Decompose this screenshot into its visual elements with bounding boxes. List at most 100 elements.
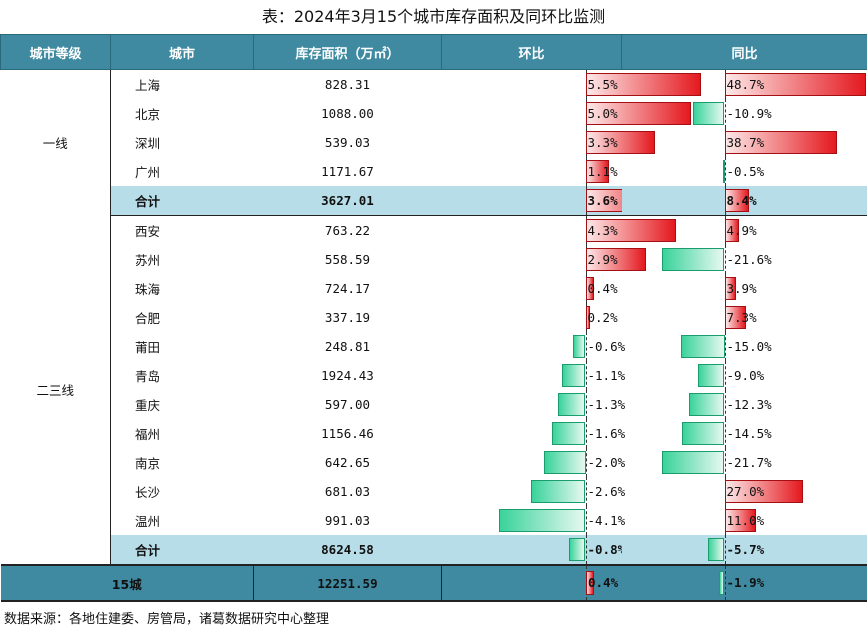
city-name: 长沙: [135, 485, 161, 500]
yoy-cell: -21.7%: [622, 448, 867, 477]
inventory-value: 991.03: [324, 513, 371, 528]
yoy-bar: [724, 131, 837, 154]
inventory-value: 828.31: [324, 77, 371, 92]
yoy-cell: -5.7%: [621, 535, 867, 566]
yoy-bar: [707, 538, 725, 561]
table-row: 深圳 539.03 3.3% 38.7%: [1, 128, 867, 157]
city-name: 温州: [135, 514, 161, 529]
yoy-bar: [681, 335, 725, 358]
yoy-bar: [722, 160, 725, 183]
table-row: 莆田 248.81 -0.6% -15.0%: [1, 332, 867, 361]
yoy-value: -15.0%: [726, 339, 772, 354]
yoy-value: -10.9%: [726, 106, 772, 121]
mom-value: 1.1%: [587, 164, 618, 179]
city-name: 合计: [110, 186, 254, 216]
mom-value: 5.5%: [587, 77, 618, 92]
table-row: 长沙 681.03 -2.6% 27.0%: [1, 477, 867, 506]
mom-value: -0.6%: [587, 339, 626, 354]
yoy-value: 11.0%: [726, 513, 765, 528]
yoy-axis: [724, 419, 726, 448]
header-inventory: 库存面积（万㎡）: [253, 34, 442, 70]
city-name: 重庆: [135, 398, 161, 413]
mom-cell: -4.1%: [442, 506, 625, 535]
mom-bar: [568, 538, 586, 561]
yoy-cell: 38.7%: [622, 128, 867, 157]
mom-cell: -0.6%: [442, 332, 625, 361]
table-row: 一线 上海 828.31 5.5% 48.7%: [0, 69, 867, 216]
mom-cell: -2.6%: [442, 477, 625, 506]
header-tier: 城市等级: [0, 34, 111, 70]
yoy-cell: -21.6%: [622, 245, 867, 274]
yoy-value: -9.0%: [726, 368, 765, 383]
mom-value: -4.1%: [587, 513, 626, 528]
yoy-bar: [724, 306, 746, 329]
total-inventory: 12251.59: [253, 564, 442, 602]
mom-axis: [585, 361, 587, 390]
yoy-value: -14.5%: [726, 426, 772, 441]
mom-bar: [585, 73, 701, 96]
inventory-value: 1171.67: [321, 164, 374, 179]
inventory-value: 558.59: [324, 252, 371, 267]
mom-bar: [585, 277, 594, 300]
yoy-axis: [724, 448, 726, 477]
yoy-axis: [724, 157, 726, 186]
yoy-axis: [724, 390, 726, 419]
mom-bar: [562, 364, 586, 387]
mom-value: 4.3%: [587, 223, 618, 238]
mom-bar: [585, 248, 647, 271]
yoy-value: 7.3%: [726, 310, 757, 325]
mom-cell: 2.9%: [442, 245, 647, 274]
yoy-axis: [724, 566, 726, 600]
yoy-cell: 11.0%: [622, 506, 867, 535]
inventory-value: 597.00: [324, 397, 371, 412]
city-name: 莆田: [135, 340, 161, 355]
yoy-value: 27.0%: [726, 484, 765, 499]
mom-cell: 3.6%: [441, 186, 662, 216]
inventory-value: 642.65: [324, 455, 371, 470]
yoy-axis: [724, 332, 726, 361]
yoy-value: -12.3%: [726, 397, 772, 412]
yoy-cell: -12.3%: [622, 390, 867, 419]
yoy-cell: 27.0%: [622, 477, 867, 506]
mom-value: -1.3%: [587, 397, 626, 412]
mom-axis: [585, 419, 587, 448]
yoy-cell: 7.3%: [622, 303, 867, 332]
yoy-value: -21.7%: [726, 455, 772, 470]
yoy-axis: [724, 245, 726, 274]
header-yoy: 同比: [621, 34, 867, 70]
mom-axis: [585, 506, 587, 535]
mom-cell: 0.2%: [442, 303, 622, 332]
mom-bar: [585, 306, 590, 329]
inventory-value: 248.81: [324, 339, 371, 354]
table-row: 北京 1088.00 5.0% -10.9%: [1, 99, 867, 128]
yoy-value: -1.9%: [726, 575, 765, 590]
inventory-value: 681.03: [324, 484, 371, 499]
inventory-value: 724.17: [324, 281, 371, 296]
yoy-cell: -10.9%: [622, 99, 867, 128]
yoy-axis: [724, 361, 726, 390]
inventory-value: 1088.00: [321, 106, 374, 121]
tier-label: 二三线: [0, 215, 111, 565]
inventory-value: 337.19: [324, 310, 371, 325]
mom-cell: 4.3%: [442, 216, 676, 245]
yoy-value: 48.7%: [726, 77, 765, 92]
yoy-cell: -9.0%: [622, 361, 867, 390]
header-mom: 环比: [441, 34, 622, 70]
mom-bar: [543, 451, 586, 474]
total-row: 15城 12251.59 0.4% -1.9%: [0, 564, 867, 602]
mom-cell: 5.5%: [442, 70, 701, 99]
inventory-value: 8624.58: [253, 535, 442, 566]
yoy-bar: [661, 451, 725, 474]
mom-bar: [499, 509, 586, 532]
mom-cell: 1.1%: [442, 157, 622, 186]
city-name: 上海: [135, 78, 161, 93]
mom-bar: [530, 480, 586, 503]
city-name: 南京: [135, 456, 161, 471]
yoy-bar: [724, 277, 736, 300]
city-name: 北京: [135, 107, 161, 122]
yoy-bar: [688, 393, 725, 416]
yoy-cell: -15.0%: [622, 332, 867, 361]
yoy-bar: [698, 364, 725, 387]
mom-cell: 3.3%: [442, 128, 655, 157]
mom-cell: -1.6%: [442, 419, 625, 448]
